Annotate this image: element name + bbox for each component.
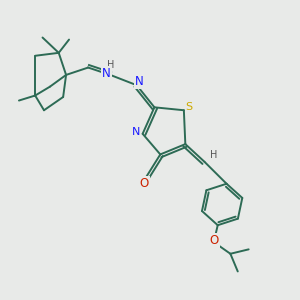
Text: H: H: [107, 61, 115, 70]
Text: O: O: [140, 177, 149, 190]
Text: N: N: [102, 67, 111, 80]
Text: O: O: [210, 234, 219, 247]
Text: N: N: [135, 75, 143, 88]
Text: S: S: [186, 102, 193, 112]
Text: N: N: [132, 127, 140, 137]
Text: H: H: [210, 150, 217, 160]
